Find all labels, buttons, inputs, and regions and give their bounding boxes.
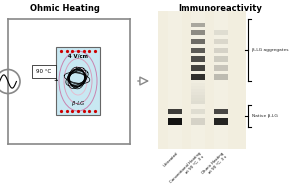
Bar xyxy=(191,108,205,114)
Bar xyxy=(214,47,228,53)
Bar xyxy=(191,74,205,80)
Bar xyxy=(168,118,182,125)
Text: Native β-LG: Native β-LG xyxy=(252,114,278,118)
Bar xyxy=(191,89,205,92)
Bar xyxy=(191,86,205,89)
Text: β-LG aggregates: β-LG aggregates xyxy=(252,48,288,52)
Bar xyxy=(191,47,205,53)
Bar xyxy=(214,118,228,125)
Bar xyxy=(191,83,205,86)
Bar xyxy=(214,39,228,43)
Bar xyxy=(214,11,228,149)
Text: Untreated: Untreated xyxy=(162,151,179,168)
Text: Ohmic Heating: Ohmic Heating xyxy=(30,4,100,13)
Bar xyxy=(191,80,205,83)
Bar xyxy=(191,98,205,101)
Bar xyxy=(214,29,228,35)
Bar xyxy=(191,92,205,95)
Text: Ohmic Heating
at 90 °C, 3 s: Ohmic Heating at 90 °C, 3 s xyxy=(201,151,228,178)
Bar xyxy=(191,101,205,104)
Bar xyxy=(191,77,205,80)
Bar xyxy=(168,108,182,114)
Bar xyxy=(214,65,228,71)
Bar xyxy=(158,11,246,149)
Bar xyxy=(191,95,205,98)
Bar xyxy=(191,65,205,71)
Bar xyxy=(191,11,205,149)
Bar xyxy=(214,56,228,62)
Bar xyxy=(168,11,182,149)
Text: β-LG: β-LG xyxy=(72,101,84,106)
Text: Conventional Heating
at 90 °C, 3 s: Conventional Heating at 90 °C, 3 s xyxy=(169,151,205,187)
Bar xyxy=(214,108,228,114)
Text: 4 V/cm: 4 V/cm xyxy=(68,54,88,59)
Bar xyxy=(56,47,100,115)
Bar xyxy=(191,29,205,35)
Text: Immunoreactivity: Immunoreactivity xyxy=(178,4,262,13)
Bar xyxy=(214,74,228,80)
Bar xyxy=(191,23,205,27)
Bar xyxy=(191,56,205,62)
Text: 90 °C: 90 °C xyxy=(36,69,57,81)
Bar xyxy=(191,118,205,125)
Bar xyxy=(191,39,205,43)
